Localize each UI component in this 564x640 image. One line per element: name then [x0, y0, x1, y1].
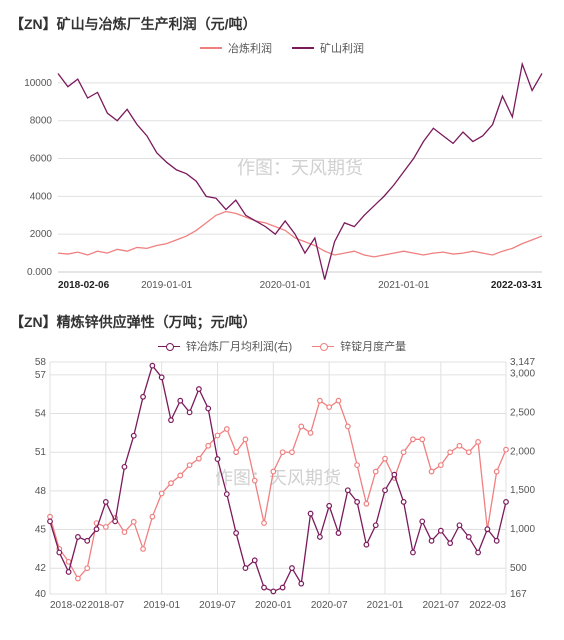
legend-output: 锌锭月度产量 — [312, 338, 406, 354]
svg-text:2020-01-01: 2020-01-01 — [260, 280, 312, 291]
svg-text:2022-03: 2022-03 — [469, 600, 506, 611]
legend-swatch — [292, 47, 314, 49]
svg-text:作图：天风期货: 作图：天风期货 — [215, 468, 341, 488]
legend-profit: 锌冶炼厂月均利润(右) — [158, 338, 292, 354]
svg-text:2020-01: 2020-01 — [255, 600, 292, 611]
svg-text:2020-07: 2020-07 — [311, 600, 348, 611]
chart1-title: 【ZN】矿山与冶炼厂生产利润（元/吨） — [10, 14, 554, 34]
svg-text:2018-07: 2018-07 — [87, 600, 124, 611]
chart2-svg: 40 42 45 48 51 54 57 58 167 500 1,000 1,500 2,000 2,5… — [10, 358, 550, 618]
chart1-legend: 冶炼利润 矿山利润 — [10, 40, 554, 56]
legend-label: 矿山利润 — [320, 40, 364, 56]
svg-text:58: 58 — [35, 358, 47, 368]
chart1-block: 【ZN】矿山与冶炼厂生产利润（元/吨） 冶炼利润 矿山利润 0.000 2000 4… — [10, 14, 554, 300]
svg-text:3,147: 3,147 — [510, 358, 535, 368]
svg-text:6000: 6000 — [30, 154, 53, 165]
svg-text:54: 54 — [35, 409, 47, 420]
svg-text:2018-02: 2018-02 — [50, 600, 87, 611]
svg-text:作图：天风期货: 作图：天风期货 — [237, 158, 363, 178]
chart2-title: 【ZN】精炼锌供应弹性（万吨；元/吨） — [10, 312, 554, 332]
legend-swatch — [312, 346, 334, 347]
svg-text:48: 48 — [35, 486, 47, 497]
legend-smelter: 冶炼利润 — [200, 40, 272, 56]
svg-text:51: 51 — [35, 447, 47, 458]
svg-text:57: 57 — [35, 370, 47, 381]
chart2-block: 【ZN】精炼锌供应弹性（万吨；元/吨） 锌冶炼厂月均利润(右) 锌锭月度产量 4… — [10, 312, 554, 618]
svg-text:1,500: 1,500 — [510, 485, 535, 496]
svg-text:2019-01: 2019-01 — [143, 600, 180, 611]
legend-label: 锌冶炼厂月均利润(右) — [186, 338, 292, 354]
svg-text:2022-03-31: 2022-03-31 — [491, 280, 543, 291]
svg-text:42: 42 — [35, 563, 47, 574]
svg-text:2,500: 2,500 — [510, 407, 535, 418]
svg-text:2019-01-01: 2019-01-01 — [141, 280, 193, 291]
legend-label: 锌锭月度产量 — [340, 338, 406, 354]
svg-text:0.000: 0.000 — [27, 267, 52, 278]
svg-text:2019-07: 2019-07 — [199, 600, 236, 611]
svg-text:2018-02-06: 2018-02-06 — [58, 280, 110, 291]
svg-text:10000: 10000 — [24, 78, 52, 89]
chart2-legend: 锌冶炼厂月均利润(右) 锌锭月度产量 — [10, 338, 554, 354]
legend-swatch — [158, 346, 180, 347]
svg-text:8000: 8000 — [30, 116, 53, 127]
svg-text:3,000: 3,000 — [510, 368, 535, 379]
svg-text:45: 45 — [35, 525, 47, 536]
svg-text:2,000: 2,000 — [510, 446, 535, 457]
svg-text:500: 500 — [510, 563, 527, 574]
svg-text:2021-01-01: 2021-01-01 — [378, 280, 430, 291]
svg-text:1,000: 1,000 — [510, 524, 535, 535]
svg-text:167: 167 — [510, 589, 527, 600]
svg-text:2021-07: 2021-07 — [423, 600, 460, 611]
legend-label: 冶炼利润 — [228, 40, 272, 56]
legend-swatch — [200, 47, 222, 49]
svg-text:2000: 2000 — [30, 229, 53, 240]
svg-text:4000: 4000 — [30, 191, 53, 202]
svg-text:40: 40 — [35, 589, 47, 600]
svg-text:2021-01: 2021-01 — [367, 600, 404, 611]
legend-mine: 矿山利润 — [292, 40, 364, 56]
chart1-svg: 0.000 2000 4000 6000 8000 10000 2018-02-06 2019… — [10, 60, 550, 300]
